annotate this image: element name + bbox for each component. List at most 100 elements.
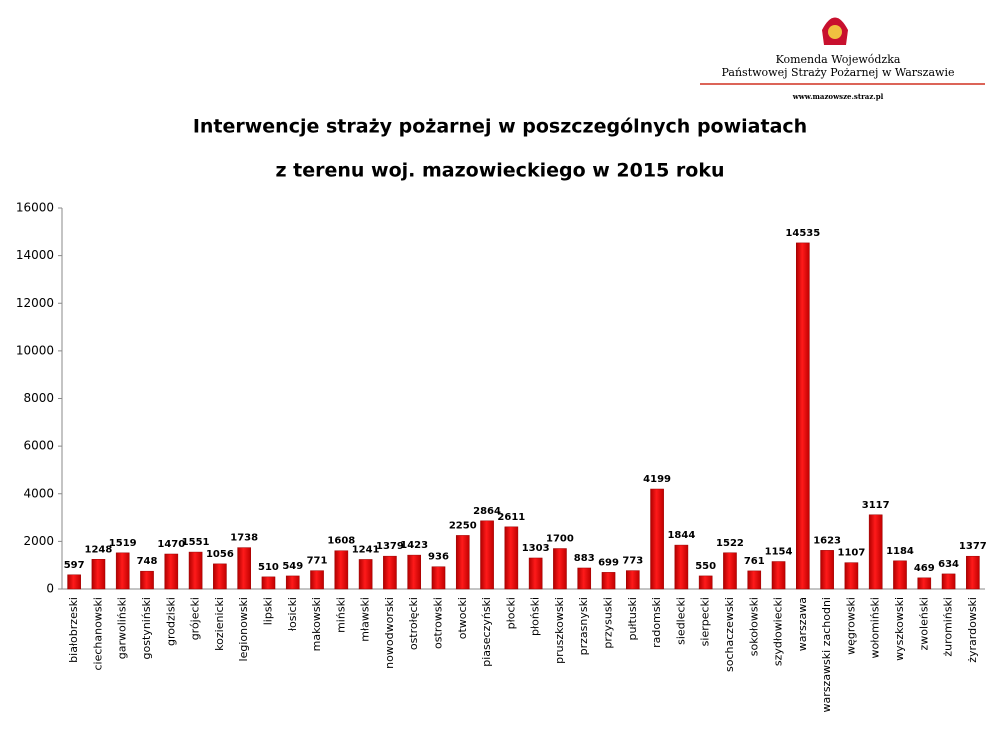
x-tick-label: żyrardowski (966, 597, 979, 663)
x-tick-label: ostrołęcki (407, 597, 420, 650)
x-tick-label: zwoleński (917, 597, 930, 650)
value-label: 2250 (449, 520, 477, 531)
org-line2: Państwowej Straży Pożarnej w Warszawie (722, 66, 955, 79)
value-label: 549 (282, 561, 303, 572)
x-tick-label: płoński (529, 597, 542, 636)
bar (480, 520, 494, 590)
value-label: 1241 (352, 544, 380, 555)
bar (577, 567, 592, 590)
x-tick-label: węgrowski (844, 597, 857, 655)
x-tick-label: szydłowiecki (772, 597, 785, 666)
value-label: 1700 (546, 534, 574, 545)
bar (528, 557, 543, 590)
x-tick-label: piaseczyński (480, 597, 493, 667)
bar (820, 550, 834, 590)
value-label: 14535 (785, 228, 820, 239)
value-label: 469 (914, 563, 935, 574)
value-label: 1377 (959, 541, 987, 552)
bar (650, 488, 664, 590)
value-label: 1551 (182, 537, 210, 548)
x-tick-label: pruszkowski (553, 597, 566, 664)
value-label: 597 (64, 560, 85, 571)
bar (723, 552, 737, 590)
value-label: 3117 (862, 500, 890, 511)
bar (383, 555, 397, 590)
org-line1: Komenda Wojewódzka (776, 53, 901, 66)
y-tick-label: 2000 (23, 534, 54, 548)
value-label: 1522 (716, 538, 744, 549)
logo (822, 17, 848, 45)
value-label: 936 (428, 552, 449, 563)
x-tick-label: garwoliński (116, 597, 129, 659)
bar (868, 514, 883, 590)
bar (115, 552, 130, 590)
bar (601, 572, 616, 590)
x-tick-label: siedlecki (674, 597, 687, 645)
bar (261, 576, 276, 590)
value-label: 761 (744, 556, 765, 567)
bar (67, 574, 81, 590)
x-tick-label: łosicki (286, 597, 299, 631)
value-label: 883 (574, 553, 595, 564)
bar (237, 547, 251, 590)
value-label: 4199 (643, 474, 671, 485)
bar (140, 570, 154, 590)
value-label: 510 (258, 562, 279, 573)
bar (91, 559, 106, 590)
value-label: 748 (137, 556, 158, 567)
value-label: 1379 (376, 541, 404, 552)
bar (747, 570, 762, 590)
x-tick-label: nowodworski (383, 597, 396, 669)
y-tick-label: 4000 (23, 486, 54, 500)
value-label: 1056 (206, 549, 234, 560)
x-tick-label: przasnyski (577, 597, 590, 655)
bar (455, 535, 470, 590)
y-tick-label: 6000 (23, 439, 54, 453)
y-tick-label: 14000 (16, 248, 54, 262)
bar (941, 573, 956, 590)
x-tick-label: lipski (261, 597, 274, 625)
value-label: 1844 (667, 530, 695, 541)
y-tick-label: 0 (46, 582, 54, 596)
x-tick-label: białobrzeski (67, 597, 80, 663)
value-label: 1423 (400, 540, 428, 551)
value-label: 771 (307, 556, 328, 567)
value-label: 634 (938, 559, 959, 570)
bar (188, 551, 203, 590)
value-label: 1248 (85, 544, 113, 555)
x-tick-label: grójecki (189, 597, 202, 640)
x-tick-label: grodziski (164, 597, 177, 646)
value-label: 1519 (109, 538, 137, 549)
bar (674, 544, 689, 590)
value-label: 1623 (813, 535, 841, 546)
bar (358, 559, 373, 590)
bar (625, 570, 640, 590)
x-tick-label: płocki (504, 597, 517, 629)
bar (917, 577, 932, 590)
x-tick-label: żuromiński (942, 597, 955, 657)
x-tick-label: sochaczewski (723, 597, 736, 672)
x-tick-label: sokołowski (747, 597, 760, 656)
value-label: 773 (622, 556, 643, 567)
bar (334, 550, 349, 590)
x-tick-label: przysuski (602, 597, 615, 649)
bar (553, 548, 567, 590)
bar (771, 561, 786, 590)
x-tick-label: miński (334, 597, 347, 633)
y-tick-label: 10000 (16, 343, 54, 357)
x-tick-label: legionowski (237, 597, 250, 661)
value-label: 699 (598, 557, 619, 568)
x-tick-label: otwocki (456, 597, 469, 639)
x-tick-label: mławski (359, 597, 372, 642)
x-tick-label: ciechanowski (91, 597, 104, 671)
y-tick-label: 16000 (16, 201, 54, 215)
bar (431, 566, 446, 590)
y-tick-label: 12000 (16, 296, 54, 310)
bar (213, 563, 227, 590)
x-tick-label: radomski (650, 597, 663, 648)
bar (310, 570, 324, 590)
x-tick-label: gostyniński (140, 597, 153, 659)
x-tick-label: pułtuski (626, 597, 639, 641)
